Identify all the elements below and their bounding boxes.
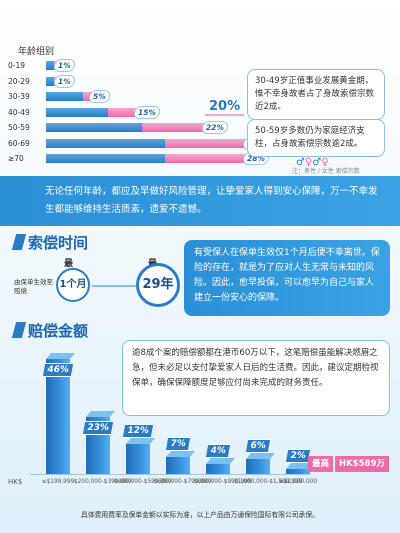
amount-value-label: 4% [202,444,234,458]
amount-text: 逾8成个案的赔偿额都在港币60万以下，这笔赔偿虽能解决燃眉之急，但未必足以支付挚… [122,340,390,416]
max-label: 最高 [308,456,334,472]
summary-banner: 无论任何年龄，都应及早做好风险管理，让挚爱家人得到安心保障，万一不幸发生都能够维… [0,176,400,226]
amount-chart-title: 赔偿金额 [18,320,88,341]
highlight-percent: 20% [205,99,245,116]
gender-legend-icon: ♂♀♂♀ [296,157,329,168]
footnote: 具体费用费率及保单金额以实际为准，以上产品由万通保险国际有限公司承保。 [81,511,319,519]
shortest-value: 1个月 [56,268,90,302]
age-label: 40-49 [8,107,30,117]
from-label: 由保单生效至赔偿 [14,278,53,295]
age-percent-label: 1% [53,74,77,88]
amount-value-text: 7% [165,436,191,451]
amount-bar [246,459,270,474]
amount-bar [126,444,150,474]
amount-category-label: $600,000-$799,999 [154,479,212,485]
age-bar-male [46,138,165,148]
claim-time-text: 有受保人在保单生效仅1个月后便不幸离世。保险的存在，就是为了应对人生无常与未知的… [184,240,390,316]
amount-value-label: 23% [81,420,114,435]
age-row: ≥70 28% [8,152,271,165]
amount-value-text: 6% [245,439,271,453]
age-bar-male [46,123,143,132]
age-bar [46,107,143,117]
max-value: HK$589万 [335,456,389,472]
amount-value-text: 4% [205,444,231,458]
age-bar [46,123,210,132]
claim-time-title: 索偿时间 [18,232,88,253]
age-percent-label: 22% [200,121,230,134]
age-bar-male [46,154,165,163]
age-bar-male [46,61,55,70]
amount-value-text: 2% [285,449,311,463]
age-bar-female [107,107,143,117]
age-row: 50-59 22% [8,121,268,134]
age-row: 40-49 15% [8,105,268,119]
age-percent-label: 15% [133,105,162,119]
age-bar-female [164,138,251,148]
age-percent-label: 5% [88,90,112,103]
callout-age-50-59: 50-59岁多数仍为家庭经济支柱，占身故索偿宗数逾2成。 [247,119,385,157]
age-bar-female [164,154,251,163]
age-percent-label: 1% [53,59,77,72]
amount-value-label: 7% [162,436,194,451]
age-bar-male [46,76,55,86]
amount-category-label: $1,000,000-$1,999,999 [234,479,303,485]
max-amount-tag: 最高 HK$589万 [308,456,389,472]
age-row: 0-19 1% [8,59,268,72]
age-bar [46,138,251,148]
amount-value-text: 23% [81,420,114,435]
amount-value-label: 46% [41,363,74,377]
timeline-line [92,285,136,287]
amount-value-text: 12% [121,424,154,438]
age-label: 30-39 [8,92,30,101]
age-label: 0-19 [8,61,26,70]
amount-bar [206,464,230,474]
amount-category-label: ≥$2,000,000 [278,479,318,485]
age-chart-title: 年龄组别 [18,47,55,57]
gender-legend: 注：男性 / 女性 索偿宗数 [292,168,360,175]
amount-value-text: 46% [41,363,74,377]
age-label: 50-59 [8,123,30,132]
age-label: 20-29 [8,76,30,86]
amount-category-label: $400,000-$599,999 [114,479,172,485]
age-bar-female [142,123,210,132]
longest-value: 29年 [136,263,180,307]
age-label: ≥70 [8,154,24,163]
age-label: 60-69 [8,138,30,148]
amount-axis-label: HK$ [8,478,23,486]
age-row: 60-6928% [8,136,271,150]
amount-bar [286,469,310,474]
amount-value-label: 6% [242,439,274,453]
amount-bar [166,456,190,474]
amount-category-label: $800,000-$999,999 [194,479,252,485]
amount-value-label: 12% [121,424,154,438]
callout-age-30-49: 30-49岁正值事业发展黄金期，惟不幸身故者占了身故索偿宗数近2成。 [247,69,385,120]
amount-bar [46,359,70,474]
amount-baseline [30,474,310,475]
age-row: 30-39 5% [8,90,268,103]
age-row: 20-29 1% [8,74,268,88]
amount-category-label: ≤$199,999 [41,479,75,485]
age-bar-male [46,107,108,117]
age-bar-male [46,92,83,101]
age-bar [46,154,251,163]
amount-category-label: $200,000-$399,999 [74,479,132,485]
